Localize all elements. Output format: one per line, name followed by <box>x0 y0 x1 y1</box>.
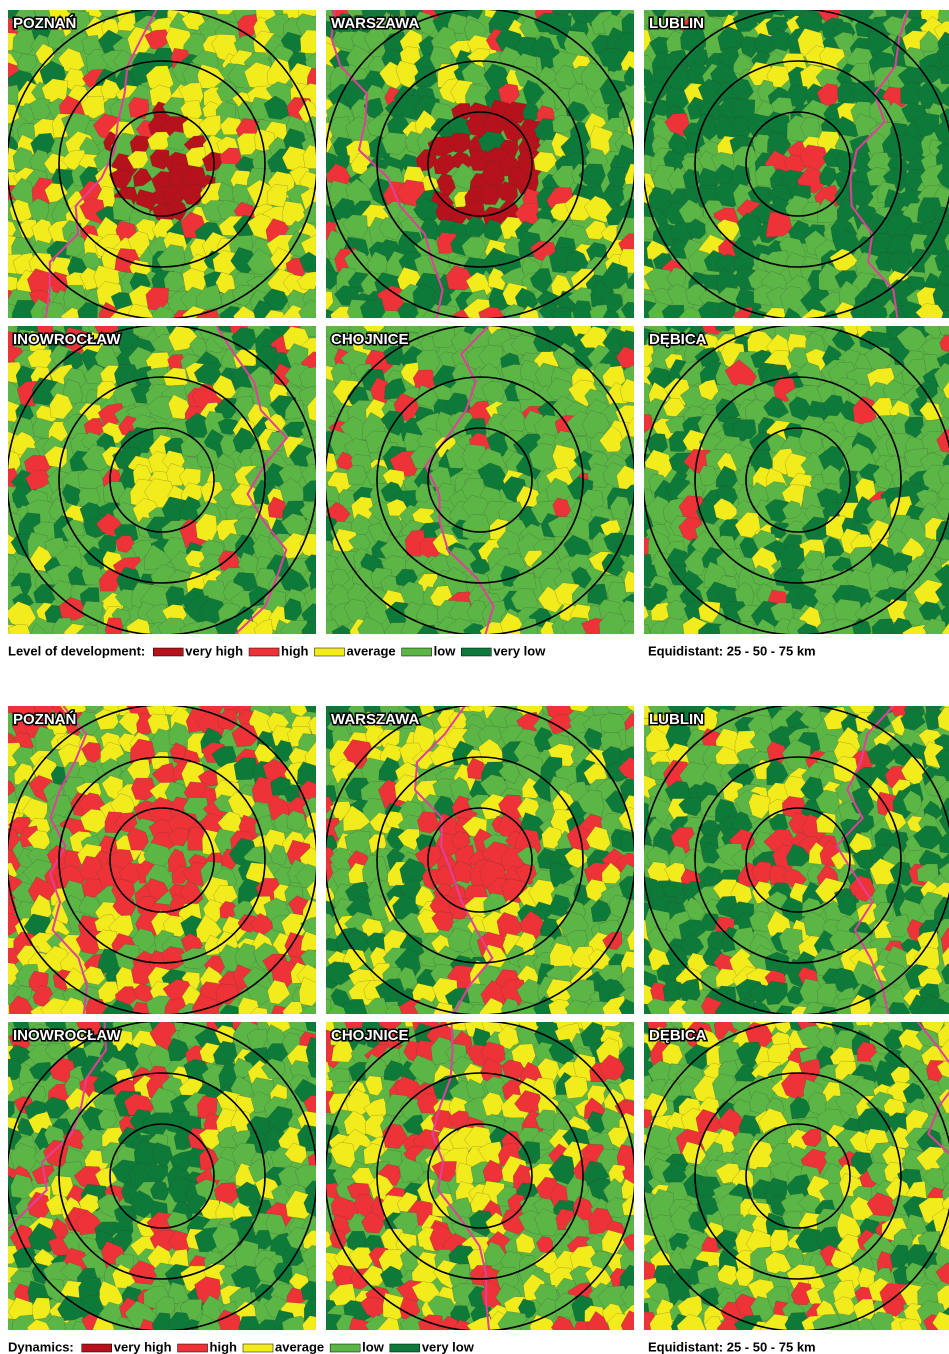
map-panel <box>310 308 652 662</box>
legend-swatch <box>243 1344 273 1352</box>
map-panel <box>307 688 649 1042</box>
map-panel <box>0 1004 331 1354</box>
map-panel <box>0 309 333 662</box>
legend-label: high <box>281 643 308 658</box>
map-panel <box>0 0 331 346</box>
legend-swatch <box>82 1344 112 1352</box>
region <box>620 832 641 851</box>
map-panel <box>625 0 949 346</box>
panel-label: LUBLIN <box>649 15 704 32</box>
panel-label: POZNAŃ <box>13 15 76 32</box>
legend-swatch <box>461 648 491 656</box>
figure: POZNAŃ WARSZAWA LUBLIN INOWROCŁAW CHOJNICE DĘ… <box>0 0 949 1354</box>
region <box>624 571 642 593</box>
region <box>343 999 368 1022</box>
region <box>299 977 321 1006</box>
map-panel <box>625 689 949 1042</box>
panel-label: CHOJNICE <box>331 1027 409 1044</box>
panel-label: DĘBICA <box>649 1027 707 1044</box>
legend-swatch <box>330 1344 360 1352</box>
legend-swatch <box>390 1344 420 1352</box>
scale-note: Equidistant: 25 - 50 - 75 km <box>648 1339 816 1354</box>
region <box>309 571 327 591</box>
legend-title: Level of development: <box>8 643 145 658</box>
panel-label: LUBLIN <box>649 711 704 728</box>
legend-swatch <box>178 1344 208 1352</box>
map-panel <box>308 0 651 346</box>
panel-label: INOWROCŁAW <box>13 1027 121 1044</box>
panel-label: CHOJNICE <box>331 331 409 348</box>
legend-label: average <box>346 643 395 658</box>
panel-label: DĘBICA <box>649 331 707 348</box>
panel-label: INOWROCŁAW <box>13 331 121 348</box>
map-panel <box>587 306 949 662</box>
legend-swatch <box>314 648 344 656</box>
legend-label: average <box>275 1339 324 1354</box>
legend-label: very low <box>422 1339 475 1354</box>
legend-swatch <box>153 648 183 656</box>
panel-label: POZNAŃ <box>13 711 76 728</box>
legend-label: very high <box>114 1339 172 1354</box>
region <box>884 0 907 19</box>
legend-label: high <box>210 1339 237 1354</box>
map-panel <box>305 1004 650 1354</box>
panel-label: WARSZAWA <box>331 15 419 32</box>
panel-label: WARSZAWA <box>331 711 419 728</box>
region <box>939 4 949 23</box>
region <box>516 1003 538 1025</box>
region <box>552 307 572 328</box>
map-panel <box>0 687 333 1042</box>
scale-note: Equidistant: 25 - 50 - 75 km <box>648 643 816 658</box>
legend-swatch <box>249 648 279 656</box>
legend-label: very low <box>493 643 546 658</box>
region <box>621 302 645 323</box>
legend-title: Dynamics: <box>8 1339 74 1354</box>
legend-label: low <box>434 643 457 658</box>
legend-swatch <box>402 648 432 656</box>
region <box>300 30 327 54</box>
region <box>129 97 150 119</box>
map-panel <box>626 1003 949 1354</box>
legend-label: low <box>362 1339 385 1354</box>
legend-label: very high <box>185 643 243 658</box>
